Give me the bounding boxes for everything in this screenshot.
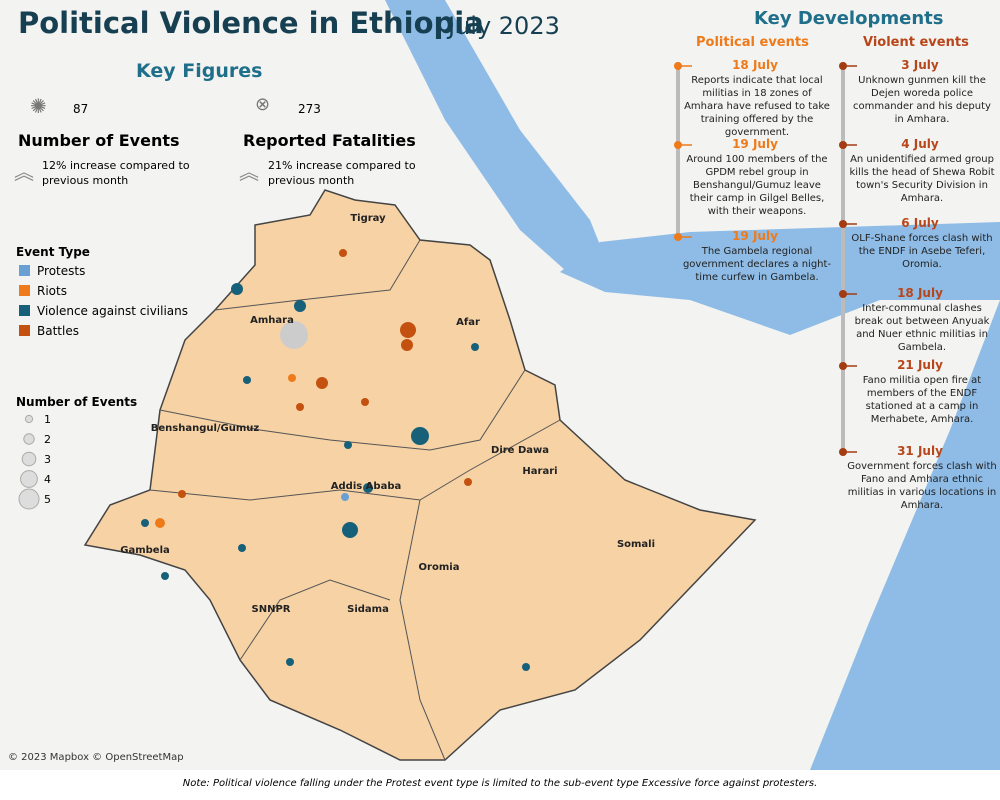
red-sea [385, 0, 600, 270]
legend-swatch [19, 285, 30, 296]
key-figures-title: Key Figures [136, 60, 263, 82]
region-border [239, 579, 391, 661]
legend-label: Battles [37, 324, 79, 338]
region-border [399, 499, 446, 761]
legend-size [23, 433, 35, 445]
map-label: Somali [617, 539, 655, 550]
icon: ︽ [14, 160, 34, 184]
event-date: 3 July [901, 58, 939, 72]
events-value: 87 [73, 102, 89, 116]
event-date: 21 July [897, 358, 943, 372]
region-border [149, 419, 561, 501]
title: Political Violence in Ethiopia [18, 6, 484, 40]
icon: ︽ [239, 160, 259, 184]
map: Tigray Amhara Afar Benshangul/Gumuz Dire… [16, 0, 1000, 770]
map-label: Amhara [250, 315, 294, 326]
event-date: 6 July [901, 216, 939, 230]
events-label: Number of Events [18, 131, 180, 150]
lake-tana [280, 321, 308, 349]
map-label: Tigray [350, 213, 386, 224]
legend-size-label: 5 [44, 493, 51, 506]
map-label: Addis Ababa [331, 481, 401, 492]
political-title: Political events [696, 35, 809, 50]
legend-size-label: 1 [44, 413, 51, 426]
legend-size [20, 470, 38, 488]
map-label: SNNPR [252, 604, 291, 615]
map-label: Gambela [120, 545, 170, 556]
legend-size [21, 451, 37, 467]
event-date: 19 July [732, 229, 778, 243]
event-text: Fano militia open fire at members of the… [862, 375, 982, 425]
event-date: 4 July [901, 137, 939, 151]
date: July 2023 [448, 12, 560, 40]
map-label: Harari [522, 466, 557, 477]
gulf-of-aden [560, 222, 1000, 335]
event-dots [141, 249, 530, 671]
map-label: Sidama [347, 604, 389, 615]
key-developments-title: Key Developments [754, 8, 944, 29]
icon: ✺ [30, 94, 47, 118]
legend-swatch [19, 325, 30, 336]
fatalities-label: Reported Fatalities [243, 131, 416, 150]
violent-title: Violent events [863, 35, 969, 50]
event-date: 19 July [732, 137, 778, 151]
fatalities-value: 273 [298, 102, 321, 116]
map-label: Benshangul/Gumuz [151, 423, 260, 434]
event-text: Inter-communal clashes break out between… [854, 303, 990, 353]
map-label: Oromia [419, 562, 460, 573]
event-text: Reports indicate that local militias in … [684, 75, 830, 138]
legend-label: Riots [37, 284, 67, 298]
legend-size-label: 2 [44, 433, 51, 446]
note: Note: Political violence falling under t… [182, 778, 818, 789]
region-border [214, 239, 421, 311]
legend-swatch [19, 305, 30, 316]
event-date: 31 July [897, 444, 943, 458]
event-text: Around 100 members of the GPDM rebel gro… [686, 154, 828, 217]
icon: ⊗ [255, 94, 271, 115]
event-date: 18 July [897, 286, 943, 300]
footer [0, 770, 1000, 800]
legend-swatch [19, 265, 30, 276]
fatalities-change: 21% increase compared to previous month [268, 159, 416, 187]
ethiopia [83, 189, 757, 761]
legend-title: Number of Events [16, 395, 137, 409]
events-change: 12% increase compared to previous month [42, 159, 190, 187]
legend-size [24, 414, 34, 424]
legend-size-label: 4 [44, 473, 51, 486]
event-date: 18 July [732, 58, 778, 72]
map-label: Dire Dawa [491, 445, 549, 456]
legend-title: Event Type [16, 245, 90, 259]
event-text: Government forces clash with Fano and Am… [847, 461, 997, 511]
event-text: Unknown gunmen kill the Dejen woreda pol… [853, 75, 991, 125]
legend-size-label: 3 [44, 453, 51, 466]
legend-label: Protests [37, 264, 85, 278]
legend: Event Type Protests Riots Violence against … [16, 245, 188, 510]
event-text: The Gambela regional government declares… [682, 246, 832, 283]
attribution: © 2023 Mapbox © OpenStreetMap [8, 752, 184, 763]
legend-label: Violence against civilians [37, 304, 188, 318]
region-border [159, 369, 526, 451]
map-label: Afar [456, 317, 480, 328]
event-text: An unidentified armed group kills the he… [849, 154, 995, 204]
indian-ocean [810, 300, 1000, 770]
legend-size [18, 488, 40, 510]
event-text: OLF-Shane forces clash with the ENDF in … [851, 233, 993, 270]
